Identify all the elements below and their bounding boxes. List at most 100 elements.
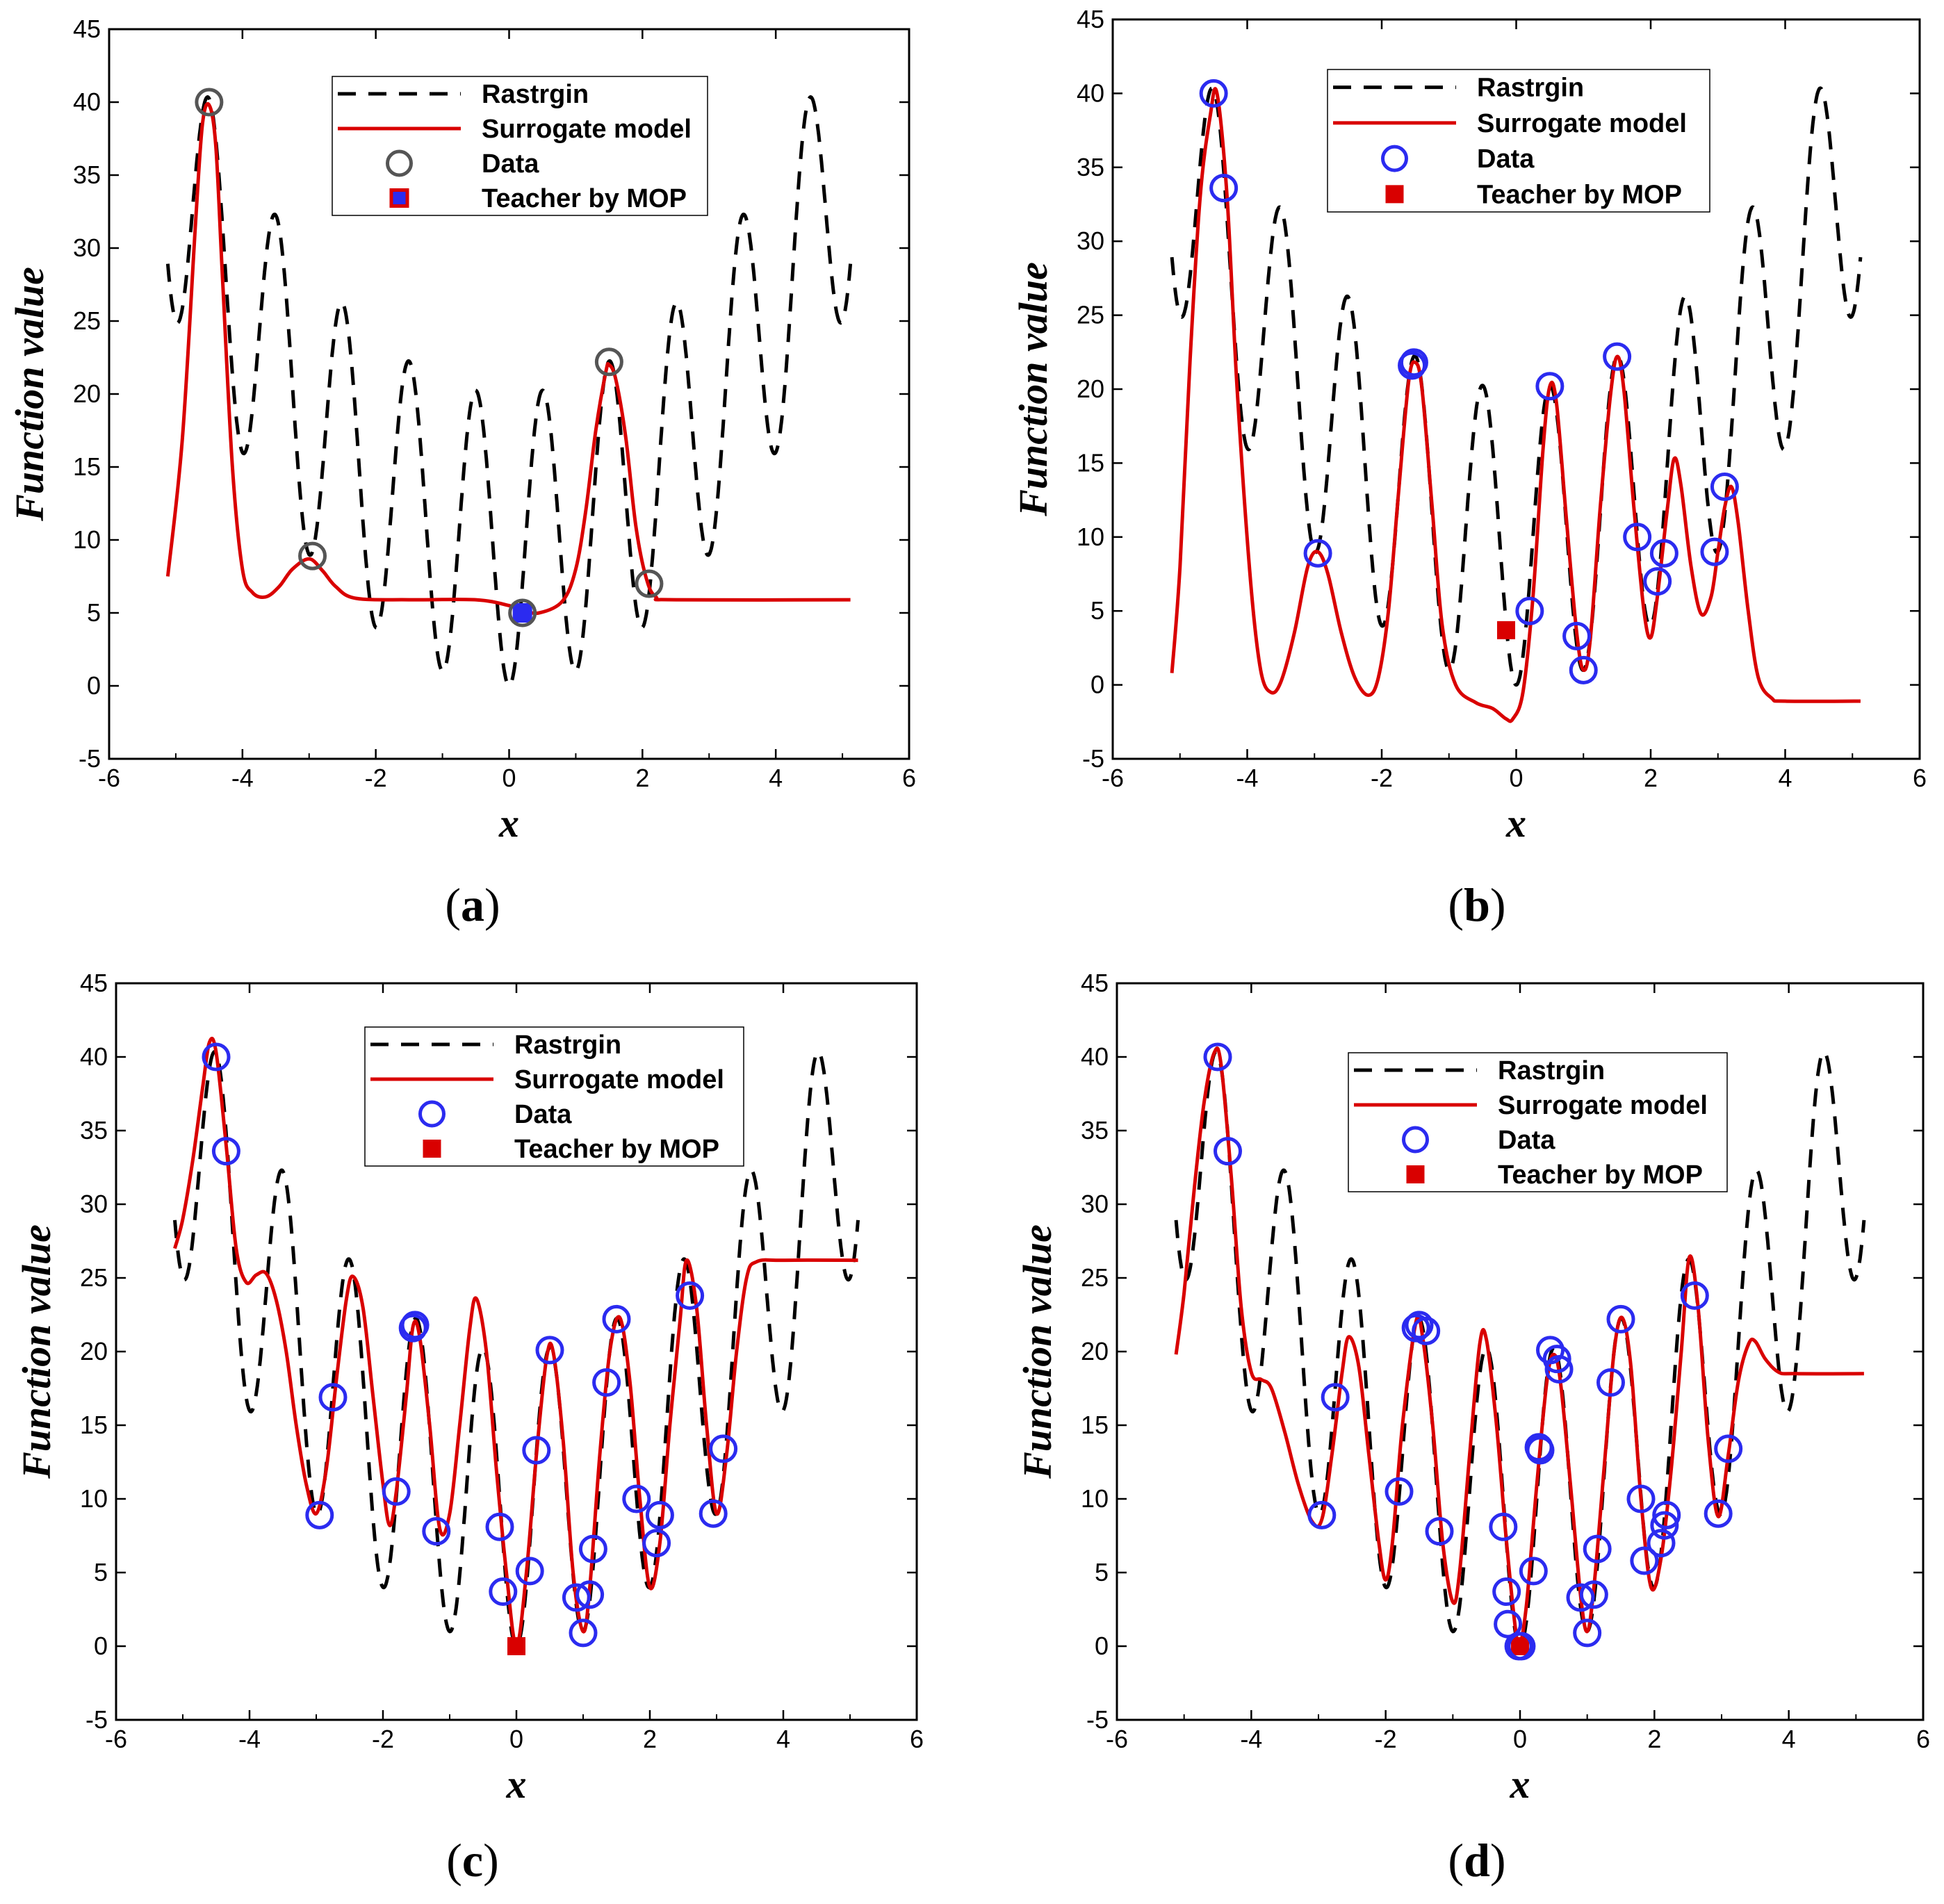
x-tick-label: -4: [1236, 764, 1258, 792]
data-point: [594, 347, 623, 377]
teacher-point: [1496, 621, 1515, 639]
y-tick-label: 20: [80, 1337, 108, 1365]
data-point: [1630, 1546, 1659, 1575]
x-tick-label: -2: [372, 1725, 394, 1753]
data-point: [1524, 1433, 1553, 1462]
y-tick-label: 40: [80, 1042, 108, 1071]
legend-swatch-teacher: [1385, 185, 1404, 204]
x-tick-label: -6: [105, 1725, 127, 1753]
y-tick-label: 45: [1077, 5, 1104, 33]
y-tick-label: 30: [1077, 227, 1104, 255]
x-tick-label: 4: [769, 764, 783, 792]
data-point: [1566, 1583, 1595, 1612]
legend-label: Data: [1477, 145, 1535, 174]
data-point: [489, 1577, 518, 1607]
y-tick-label: 15: [1081, 1411, 1109, 1439]
x-tick-label: 0: [1513, 1725, 1527, 1753]
data-point: [1209, 174, 1239, 203]
legend-label: Rastrgin: [1477, 74, 1584, 103]
data-point: [382, 1477, 411, 1506]
y-tick-label: 45: [1081, 969, 1109, 997]
y-tick-label: 15: [1077, 448, 1104, 477]
data-point: [1199, 79, 1228, 108]
data-point: [622, 1484, 651, 1513]
y-tick-label: 25: [1077, 301, 1104, 329]
chart-panel-d: -6 -4 -2 0 2 4 6 -5 0 5 10 15 20 25 30 35 40 45 x Function …: [1015, 969, 1930, 1807]
legend-swatch-teacher: [423, 1140, 441, 1158]
data-point: [642, 1529, 671, 1558]
x-tick-label: -4: [238, 1725, 261, 1753]
data-point: [1494, 1609, 1523, 1639]
x-tick-label: 2: [1644, 764, 1658, 792]
y-tick-label: 15: [73, 452, 101, 481]
data-point: [1307, 1500, 1337, 1529]
data-point: [1704, 1499, 1733, 1528]
teacher-point: [512, 603, 532, 623]
caption-c: (c): [446, 1834, 499, 1887]
data-point: [1214, 1137, 1242, 1166]
y-tick-label: 35: [73, 161, 101, 189]
legend: Rastrgin Surrogate model Data Teacher by MO…: [364, 1026, 744, 1167]
x-axis-label: x: [1510, 1762, 1530, 1807]
legend-label: Surrogate model: [1477, 109, 1687, 138]
x-tick-label: -6: [98, 764, 120, 792]
data-point: [1489, 1512, 1518, 1541]
data-point: [202, 1042, 231, 1072]
teacher-point: [507, 1637, 525, 1655]
rastrigin-curve: [173, 1049, 860, 1648]
data-point: [1650, 1511, 1679, 1540]
data-point: [1649, 539, 1678, 568]
data-point: [318, 1383, 348, 1412]
x-tick-label: 0: [509, 1725, 523, 1753]
surrogate-curve: [173, 1036, 858, 1648]
data-point: [1680, 1281, 1709, 1310]
y-tick-label: 20: [1077, 375, 1104, 403]
x-axis-label: x: [498, 801, 519, 846]
data-point: [535, 1336, 564, 1365]
y-tick-label: 30: [73, 233, 101, 262]
y-tick-label: 35: [1081, 1116, 1109, 1144]
legend: Rastrgin Surrogate model Data Teacher by MO…: [332, 76, 708, 216]
legend-label: Teacher by MOP: [482, 184, 687, 213]
y-tick-label: 30: [1081, 1190, 1109, 1218]
legend-label: Rastrgin: [1498, 1056, 1605, 1085]
x-tick-label: 4: [1782, 1725, 1796, 1753]
x-tick-label: 2: [1647, 1725, 1661, 1753]
legend-swatch-data: [386, 149, 413, 177]
legend: Rastrgin Surrogate model Data Teacher by MO…: [1348, 1052, 1728, 1192]
x-tick-label: 4: [776, 1725, 790, 1753]
data-point: [1606, 1304, 1635, 1333]
surrogate-curve: [1170, 87, 1861, 723]
y-tick-label: 35: [80, 1116, 108, 1144]
legend-label: Surrogate model: [482, 115, 692, 144]
data-point: [195, 88, 224, 117]
teacher-point: [1511, 1637, 1529, 1655]
legend-label: Data: [1498, 1126, 1555, 1155]
data-point: [1385, 1477, 1414, 1506]
data-point: [575, 1580, 605, 1609]
data-point: [305, 1500, 334, 1529]
data-point: [1399, 348, 1428, 377]
y-tick-label: 10: [80, 1484, 108, 1513]
legend-swatch-teacher-inner: [393, 192, 406, 204]
data-point: [1507, 1632, 1536, 1661]
data-point: [1623, 523, 1652, 552]
y-tick-label: 45: [80, 969, 108, 997]
y-axis-label: Function value: [1011, 262, 1056, 517]
y-tick-label: 25: [80, 1263, 108, 1292]
x-tick-label: 6: [910, 1725, 924, 1753]
caption-a: (a): [445, 878, 500, 931]
x-axis-label: x: [506, 1762, 527, 1807]
x-tick-label: 0: [502, 764, 516, 792]
data-point: [645, 1500, 674, 1529]
y-tick-label: 30: [80, 1190, 108, 1218]
x-tick-label: -2: [1371, 764, 1393, 792]
data-point: [1405, 1311, 1434, 1340]
y-tick-label: 40: [1081, 1042, 1109, 1071]
data-point: [1579, 1580, 1608, 1609]
data-point: [1652, 1500, 1681, 1529]
data-point: [699, 1499, 728, 1528]
data-point: [592, 1368, 621, 1397]
data-point: [578, 1534, 607, 1564]
